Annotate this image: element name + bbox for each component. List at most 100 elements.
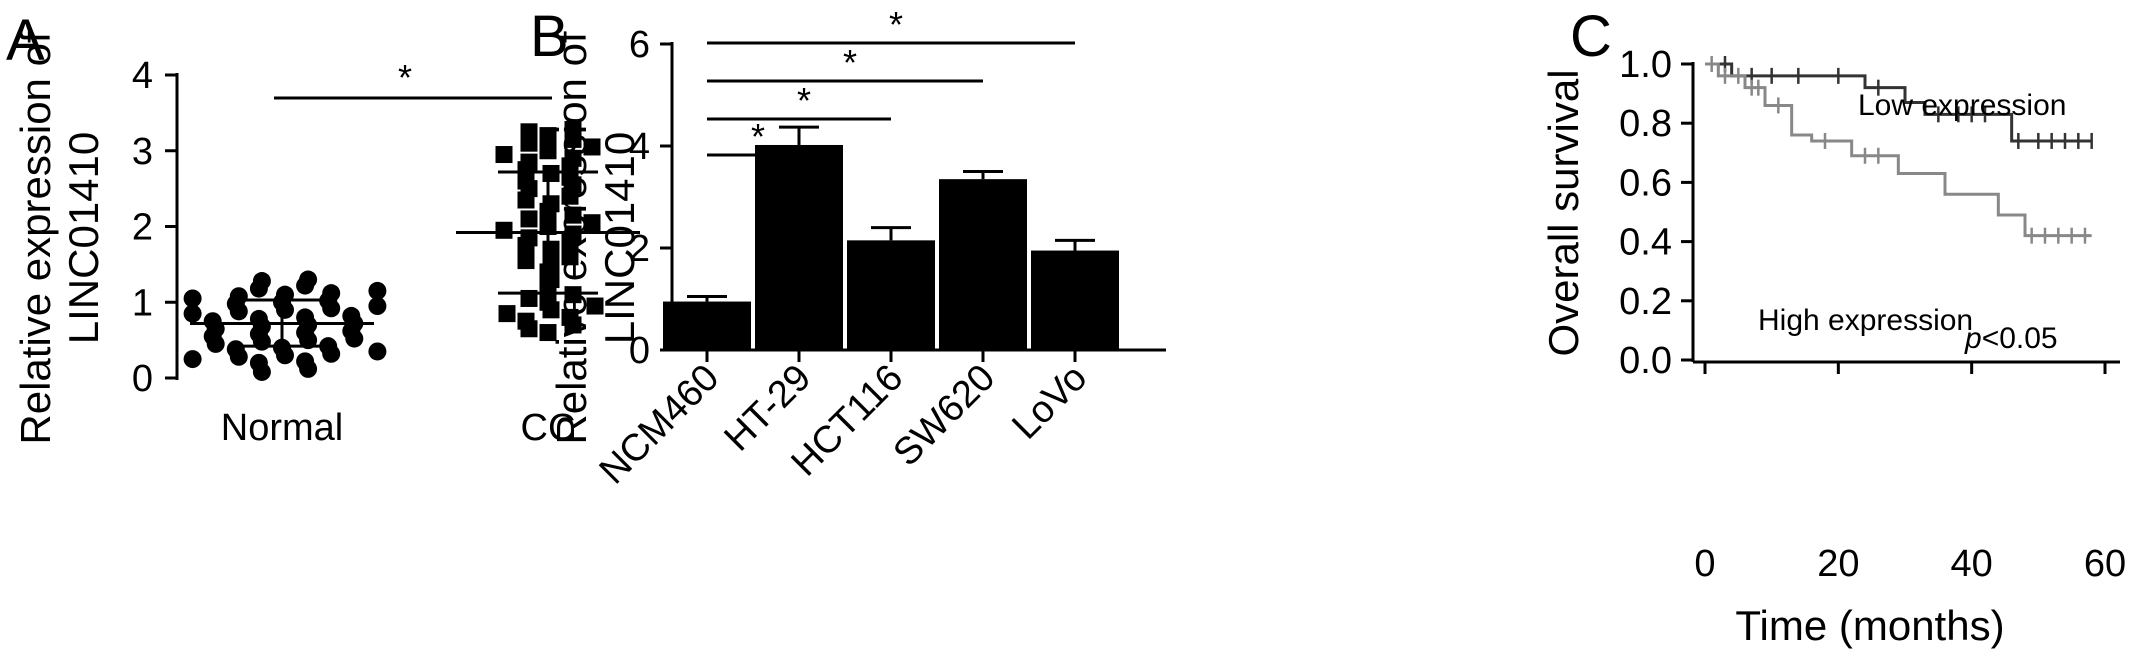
panel-a-cc-point	[564, 286, 582, 304]
panel-b-letter: B	[530, 4, 569, 69]
panel-c-series-labels: Low expression High expression	[1758, 89, 2066, 337]
panel-a-normal-point	[322, 284, 341, 303]
panel-a-normal-point	[226, 340, 245, 359]
panel-a-cc-point	[564, 206, 582, 224]
panel-b-y-tick-label: 2	[629, 228, 650, 270]
panel-b: B Relative expression of LINC01410 0246 …	[530, 4, 1166, 492]
panel-a-cc-point	[517, 312, 535, 330]
panel-a-cc-point	[520, 153, 538, 171]
panel-c-x-tick-label: 40	[1951, 543, 1993, 585]
panel-b-bar	[755, 144, 843, 350]
panel-b-y-tick-label: 4	[629, 126, 650, 168]
panel-a-cc-point	[520, 210, 538, 228]
panel-a-cc-point	[517, 252, 535, 270]
panel-a-normal-point	[249, 309, 268, 328]
panel-a-cc-point	[539, 142, 557, 160]
panel-a-normal-point	[183, 350, 202, 369]
panel-b-bar	[939, 179, 1027, 350]
panel-b-ylabel-line1: Relative expression of	[548, 31, 595, 445]
panel-a-y-ticks: 0 1 2 3 4	[132, 55, 177, 400]
panel-c-curve-high	[1705, 62, 2092, 238]
panel-c-letter: C	[1570, 4, 1612, 69]
panel-a-cc-point	[495, 221, 513, 239]
panel-c-series-label: High expression	[1758, 304, 1973, 337]
panel-a-normal-point	[342, 306, 361, 325]
panel-a-normal-point	[368, 297, 387, 316]
panel-b-sig-star: *	[797, 80, 811, 121]
panel-a-significance: *	[274, 57, 552, 100]
panel-a-cc-point	[561, 308, 579, 326]
panel-a-ylabel-line1: Relative expression of	[12, 31, 59, 445]
panel-a-normal-point	[273, 338, 291, 357]
panel-c: C Overall survival Time (months) 0.00.20…	[1540, 4, 2126, 649]
panel-a-y-tick-label: 4	[132, 55, 153, 97]
panel-c-y-tick-label: 0.0	[1619, 340, 1672, 382]
panel-c-y-tick-label: 0.2	[1619, 281, 1672, 323]
panel-a: A Relative expression of LINC01410 0 1 2 3 4…	[6, 8, 640, 449]
panel-b-y-tick-label: 6	[629, 24, 650, 66]
panel-c-series-label: Low expression	[1858, 89, 2066, 122]
panel-c-y-tick-label: 0.4	[1619, 222, 1672, 264]
panel-a-letter: A	[6, 8, 45, 73]
panel-a-y-tick-label: 1	[132, 282, 153, 324]
panel-a-cc-point	[583, 214, 601, 232]
panel-a-normal-point	[368, 281, 387, 300]
panel-a-normal-point	[249, 353, 268, 372]
panel-a-y-tick-label: 0	[132, 358, 153, 400]
panel-a-normal-point	[296, 308, 315, 327]
panel-a-normal-point	[252, 272, 271, 291]
panel-a-x-label: Normal	[221, 407, 343, 449]
panel-a-cc-point	[539, 324, 557, 342]
panel-b-bar	[1031, 250, 1119, 350]
panel-a-cc-point	[564, 225, 582, 243]
p-value-italic: p	[1964, 322, 1982, 355]
p-value-rest: <0.05	[1982, 322, 2058, 355]
panel-a-normal-point	[299, 270, 318, 289]
panel-b-y-ticks: 0 2 4 6	[629, 24, 672, 372]
panel-a-y-tick-label: 3	[132, 131, 153, 173]
panel-a-normal-point	[229, 287, 248, 306]
panel-b-sig-star: *	[889, 4, 903, 45]
panel-c-x-ticks: 0 20 40 60	[1694, 362, 2126, 585]
panel-b-bar	[663, 301, 751, 350]
panel-a-cc-point	[586, 297, 604, 315]
panel-b-bar	[847, 240, 935, 350]
panel-a-normal-point	[183, 304, 202, 323]
panel-b-significance: * * * *	[707, 4, 1075, 157]
panel-a-cc-point	[495, 146, 513, 164]
panel-c-x-tick-label: 20	[1817, 543, 1859, 585]
panel-a-summary-bars	[190, 170, 640, 348]
panel-a-cc-point	[520, 123, 538, 141]
panel-a-cc-point	[564, 149, 582, 167]
panel-a-sig-star: *	[398, 57, 412, 98]
panel-a-ylabel-line2: LINC01410	[60, 132, 107, 344]
panel-c-y-tick-label: 1.0	[1619, 44, 1672, 86]
panel-a-normal-point	[368, 342, 387, 361]
panel-a-x-labels: Normal CC	[221, 407, 576, 449]
panel-a-cc-point	[539, 127, 557, 145]
panel-c-curve-low	[1705, 62, 2092, 143]
panel-c-x-tick-label: 60	[2084, 543, 2126, 585]
panel-a-normal-point	[183, 289, 202, 308]
panel-c-ylabel: Overall survival	[1540, 69, 1587, 356]
panel-b-x-label: LoVo	[1004, 357, 1095, 448]
panel-a-normal-point	[203, 312, 222, 331]
panel-b-x-label: NCM460	[592, 357, 728, 493]
panel-b-bars	[663, 125, 1119, 362]
panel-a-cc-point	[564, 121, 582, 139]
panel-c-y-tick-label: 0.8	[1619, 103, 1672, 145]
panel-c-y-ticks: 0.0 0.2 0.4 0.6 0.8 1.0	[1619, 44, 1693, 382]
panel-b-y-tick-label: 0	[629, 330, 650, 372]
panel-b-ylabel-line2: LINC01410	[596, 132, 643, 344]
panel-c-y-tick-label: 0.6	[1619, 162, 1672, 204]
panel-a-y-tick-label: 2	[132, 207, 153, 249]
panel-a-cc-point	[561, 248, 579, 266]
panel-a-cc-point	[498, 305, 516, 323]
panel-c-xlabel: Time (months)	[1735, 602, 2004, 649]
panel-a-x-label: CC	[521, 407, 576, 449]
panel-c-p-value: p<0.05	[1964, 322, 2058, 355]
panel-a-cc-point	[539, 293, 557, 311]
panel-b-x-label: SW620	[886, 357, 1004, 475]
